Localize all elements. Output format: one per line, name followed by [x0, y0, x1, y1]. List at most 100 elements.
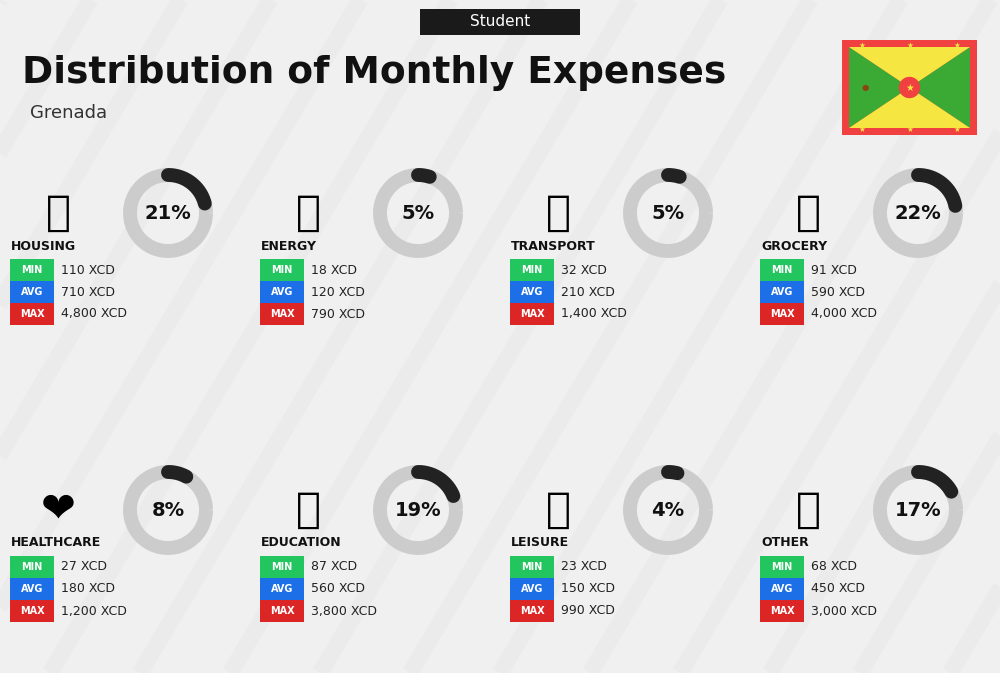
- FancyBboxPatch shape: [760, 259, 804, 281]
- Text: MIN: MIN: [271, 265, 293, 275]
- Text: AVG: AVG: [771, 287, 793, 297]
- FancyBboxPatch shape: [260, 578, 304, 600]
- FancyBboxPatch shape: [510, 281, 554, 303]
- Text: 17%: 17%: [895, 501, 941, 520]
- FancyBboxPatch shape: [510, 557, 554, 577]
- Text: 🔌: 🔌: [296, 192, 320, 234]
- FancyBboxPatch shape: [260, 304, 304, 325]
- Text: OTHER: OTHER: [761, 536, 809, 549]
- FancyBboxPatch shape: [510, 259, 554, 281]
- Text: 22%: 22%: [895, 203, 941, 223]
- Text: MAX: MAX: [520, 606, 544, 616]
- FancyBboxPatch shape: [510, 304, 554, 325]
- Text: EDUCATION: EDUCATION: [261, 536, 342, 549]
- Text: MAX: MAX: [270, 309, 294, 319]
- Text: 5%: 5%: [651, 203, 685, 223]
- Text: 450 XCD: 450 XCD: [811, 583, 865, 596]
- FancyBboxPatch shape: [510, 578, 554, 600]
- FancyBboxPatch shape: [760, 304, 804, 325]
- Circle shape: [900, 77, 920, 98]
- Text: ❤️: ❤️: [41, 489, 75, 531]
- Text: 8%: 8%: [151, 501, 185, 520]
- Text: AVG: AVG: [521, 584, 543, 594]
- Text: 3,000 XCD: 3,000 XCD: [811, 604, 877, 618]
- Text: 590 XCD: 590 XCD: [811, 285, 865, 299]
- Text: MIN: MIN: [521, 265, 543, 275]
- Text: GROCERY: GROCERY: [761, 240, 827, 252]
- Text: 3,800 XCD: 3,800 XCD: [311, 604, 377, 618]
- Polygon shape: [849, 47, 970, 87]
- FancyBboxPatch shape: [10, 557, 54, 577]
- FancyBboxPatch shape: [10, 259, 54, 281]
- Text: AVG: AVG: [771, 584, 793, 594]
- Text: MIN: MIN: [771, 265, 793, 275]
- Text: 91 XCD: 91 XCD: [811, 264, 857, 277]
- Text: 18 XCD: 18 XCD: [311, 264, 357, 277]
- Text: 💰: 💰: [796, 489, 820, 531]
- Text: ★: ★: [906, 125, 913, 134]
- Text: 4,800 XCD: 4,800 XCD: [61, 308, 127, 320]
- Text: ★: ★: [905, 83, 914, 92]
- Text: 🎓: 🎓: [296, 489, 320, 531]
- Text: 21%: 21%: [145, 203, 191, 223]
- Text: MIN: MIN: [521, 562, 543, 572]
- Text: 4,000 XCD: 4,000 XCD: [811, 308, 877, 320]
- Text: ★: ★: [906, 41, 913, 50]
- FancyBboxPatch shape: [260, 557, 304, 577]
- Text: 27 XCD: 27 XCD: [61, 561, 107, 573]
- Text: 1,200 XCD: 1,200 XCD: [61, 604, 127, 618]
- Text: 1,400 XCD: 1,400 XCD: [561, 308, 627, 320]
- Text: 180 XCD: 180 XCD: [61, 583, 115, 596]
- FancyBboxPatch shape: [760, 578, 804, 600]
- Text: MIN: MIN: [271, 562, 293, 572]
- Text: ENERGY: ENERGY: [261, 240, 317, 252]
- Text: AVG: AVG: [271, 584, 293, 594]
- Text: 🛍️: 🛍️: [546, 489, 570, 531]
- FancyBboxPatch shape: [260, 281, 304, 303]
- Text: 32 XCD: 32 XCD: [561, 264, 607, 277]
- Text: 790 XCD: 790 XCD: [311, 308, 365, 320]
- Text: 🛒: 🛒: [796, 192, 820, 234]
- Text: AVG: AVG: [21, 584, 43, 594]
- Text: HOUSING: HOUSING: [11, 240, 76, 252]
- Text: AVG: AVG: [271, 287, 293, 297]
- FancyBboxPatch shape: [10, 304, 54, 325]
- Text: Distribution of Monthly Expenses: Distribution of Monthly Expenses: [22, 55, 726, 91]
- Text: ★: ★: [859, 125, 865, 134]
- Text: 🚌: 🚌: [546, 192, 570, 234]
- Text: TRANSPORT: TRANSPORT: [511, 240, 596, 252]
- Text: 23 XCD: 23 XCD: [561, 561, 607, 573]
- FancyBboxPatch shape: [760, 557, 804, 577]
- Text: MAX: MAX: [770, 606, 794, 616]
- Text: 120 XCD: 120 XCD: [311, 285, 365, 299]
- Text: AVG: AVG: [21, 287, 43, 297]
- Text: LEISURE: LEISURE: [511, 536, 569, 549]
- Text: 990 XCD: 990 XCD: [561, 604, 615, 618]
- FancyBboxPatch shape: [10, 578, 54, 600]
- Text: 5%: 5%: [401, 203, 435, 223]
- Text: MAX: MAX: [20, 309, 44, 319]
- Text: 210 XCD: 210 XCD: [561, 285, 615, 299]
- FancyBboxPatch shape: [760, 600, 804, 622]
- Text: 710 XCD: 710 XCD: [61, 285, 115, 299]
- Text: 🏢: 🏢: [46, 192, 70, 234]
- FancyBboxPatch shape: [10, 600, 54, 622]
- Text: 87 XCD: 87 XCD: [311, 561, 357, 573]
- Polygon shape: [849, 47, 910, 128]
- Text: MIN: MIN: [21, 265, 43, 275]
- Polygon shape: [849, 87, 970, 128]
- Text: 110 XCD: 110 XCD: [61, 264, 115, 277]
- FancyBboxPatch shape: [510, 600, 554, 622]
- FancyBboxPatch shape: [760, 281, 804, 303]
- Text: ●: ●: [861, 83, 869, 92]
- FancyBboxPatch shape: [420, 9, 580, 35]
- Text: 560 XCD: 560 XCD: [311, 583, 365, 596]
- Text: 68 XCD: 68 XCD: [811, 561, 857, 573]
- Text: ★: ★: [954, 125, 960, 134]
- Text: MAX: MAX: [20, 606, 44, 616]
- Text: Grenada: Grenada: [30, 104, 107, 122]
- Text: MAX: MAX: [270, 606, 294, 616]
- Text: MIN: MIN: [771, 562, 793, 572]
- Text: 19%: 19%: [395, 501, 441, 520]
- Text: ★: ★: [954, 41, 960, 50]
